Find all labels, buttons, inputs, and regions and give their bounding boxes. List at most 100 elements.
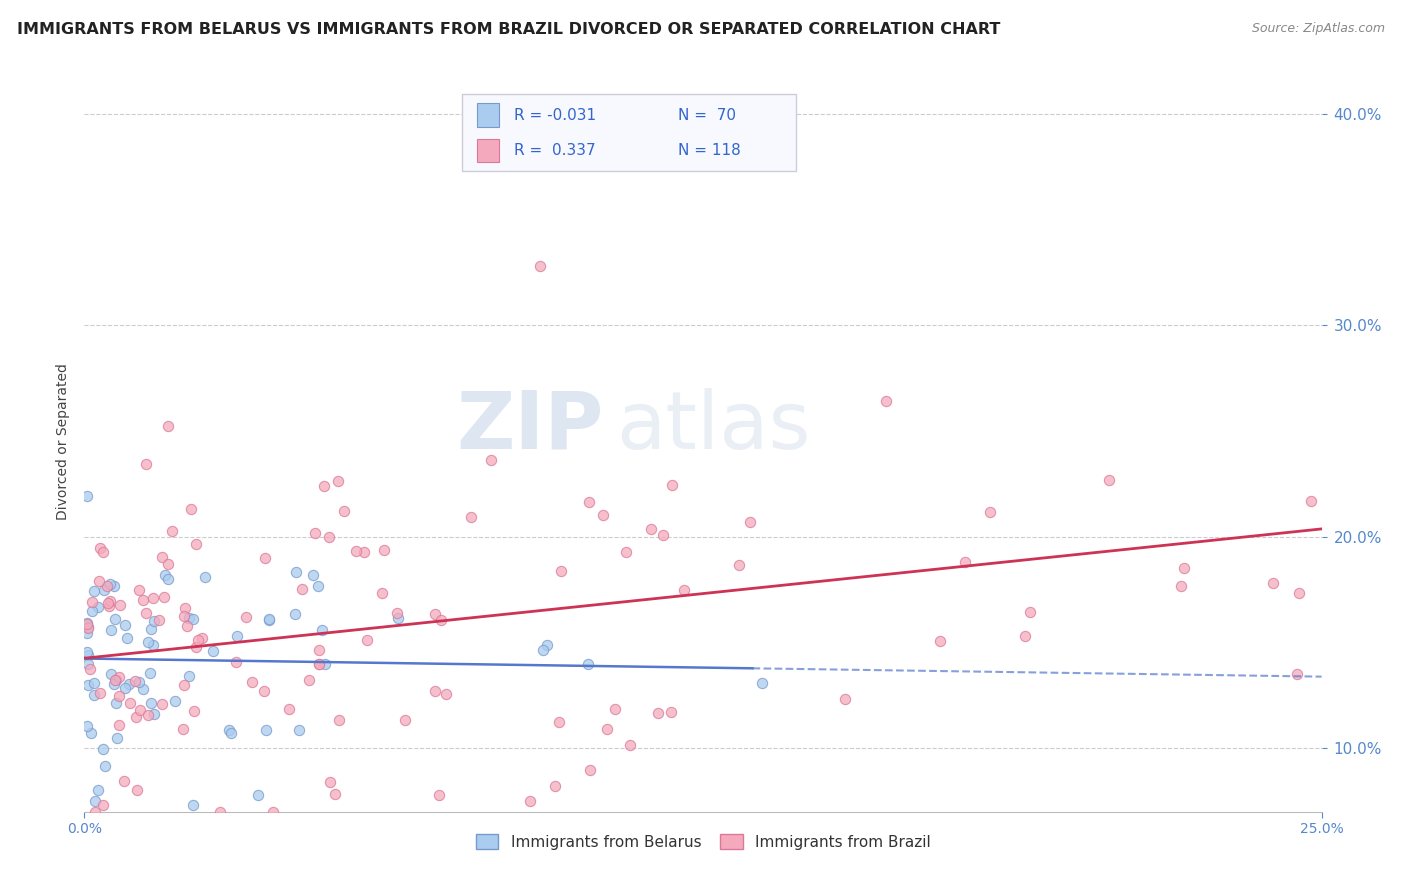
Point (356, 632, 378, 647)
Text: IMMIGRANTS FROM BELARUS VS IMMIGRANTS FROM BRAZIL DIVORCED OR SEPARATED CORRELAT: IMMIGRANTS FROM BELARUS VS IMMIGRANTS FR… (17, 22, 1000, 37)
Point (153, 590, 176, 604)
FancyBboxPatch shape (477, 139, 499, 162)
Point (163, 694, 186, 708)
Point (460, 510, 482, 524)
FancyBboxPatch shape (477, 103, 499, 127)
Text: ZIP: ZIP (457, 388, 605, 466)
Point (76, 621, 98, 635)
Point (308, 657, 330, 671)
Point (117, 676, 139, 690)
Y-axis label: Divorced or Separated: Divorced or Separated (56, 363, 70, 520)
Point (143, 706, 166, 721)
Point (172, 722, 194, 736)
Point (277, 702, 299, 716)
Point (596, 722, 619, 736)
Point (284, 607, 307, 621)
Point (423, 607, 446, 622)
Point (89, 686, 111, 700)
Point (132, 592, 155, 607)
Point (673, 583, 696, 598)
Point (125, 710, 148, 724)
Point (174, 601, 197, 615)
Point (225, 629, 247, 643)
Point (180, 501, 202, 516)
Point (128, 675, 150, 690)
Point (79, 726, 101, 740)
Point (519, 794, 541, 808)
Legend: Immigrants from Belarus, Immigrants from Brazil: Immigrants from Belarus, Immigrants from… (470, 828, 936, 856)
Point (114, 681, 136, 696)
Point (91, 544, 114, 558)
Point (430, 614, 453, 628)
Point (536, 638, 558, 652)
Point (100, 666, 122, 681)
Point (184, 537, 207, 551)
Point (100, 623, 122, 637)
Point (578, 495, 600, 509)
Point (928, 634, 950, 648)
Point (1173, 561, 1195, 575)
Point (87, 574, 110, 589)
Point (105, 673, 128, 687)
Point (173, 678, 195, 692)
Point (181, 798, 204, 813)
Point (728, 558, 751, 573)
Point (323, 787, 346, 801)
Point (225, 655, 247, 669)
Point (127, 782, 149, 797)
Point (177, 669, 200, 683)
Point (619, 738, 641, 752)
Point (254, 723, 277, 737)
Point (87, 783, 110, 797)
Point (176, 618, 198, 632)
Point (1098, 473, 1121, 487)
Point (77, 648, 100, 663)
Point (84, 794, 107, 808)
Point (423, 684, 446, 698)
Point (1301, 494, 1323, 508)
Point (89, 541, 111, 555)
Point (262, 805, 284, 819)
Point (246, 788, 269, 802)
Point (291, 582, 314, 596)
Point (614, 544, 637, 558)
Point (87, 599, 110, 614)
Point (114, 618, 136, 632)
Point (235, 609, 257, 624)
Point (150, 549, 173, 564)
Point (135, 458, 157, 472)
Point (97, 596, 120, 610)
Point (103, 677, 125, 691)
Point (319, 774, 342, 789)
Point (141, 623, 163, 637)
Point (194, 570, 217, 584)
Point (105, 731, 128, 745)
Point (103, 579, 125, 593)
Point (138, 666, 160, 681)
Point (80, 604, 103, 618)
Point (221, 726, 243, 740)
Point (592, 508, 614, 522)
Text: R = -0.031: R = -0.031 (513, 108, 596, 122)
Text: N = 118: N = 118 (678, 143, 741, 158)
Point (259, 614, 281, 628)
Point (76, 657, 98, 672)
Point (659, 705, 682, 719)
Point (311, 623, 333, 637)
Point (76, 489, 98, 503)
Point (1261, 576, 1284, 591)
Point (429, 789, 451, 803)
Point (76, 615, 98, 630)
Point (186, 640, 208, 654)
Point (91, 741, 114, 756)
Point (875, 394, 897, 409)
Point (77, 678, 100, 692)
Point (1014, 629, 1036, 643)
Point (107, 689, 129, 703)
Point (108, 599, 131, 613)
Point (118, 696, 141, 710)
Point (529, 259, 551, 273)
Point (136, 708, 159, 723)
Point (135, 607, 157, 621)
Point (139, 697, 162, 711)
